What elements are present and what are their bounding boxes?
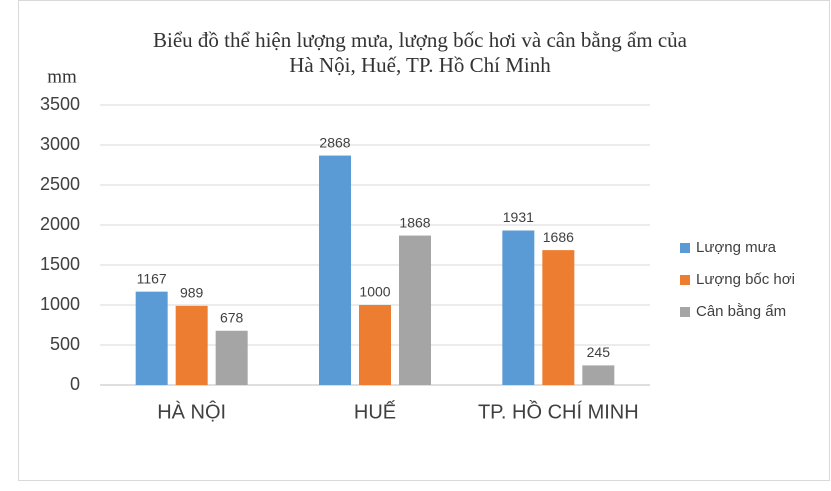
y-axis-label: mm [47, 66, 77, 87]
bar [215, 330, 248, 385]
legend-label: Cân bằng ẩm [696, 303, 786, 320]
data-label: 989 [180, 285, 204, 301]
x-tick-label: HÀ NỘI [157, 400, 226, 423]
y-tick-label: 1500 [40, 254, 80, 274]
bar [502, 230, 535, 385]
legend-label: Lượng mưa [696, 239, 777, 256]
y-tick-label: 500 [50, 334, 80, 354]
legend-swatch [680, 243, 690, 253]
chart-title: Hà Nội, Huế, TP. Hồ Chí Minh [289, 53, 551, 77]
chart-title: Biểu đồ thể hiện lượng mưa, lượng bốc hơ… [153, 28, 688, 52]
data-label: 1167 [137, 270, 167, 286]
y-tick-label: 2000 [40, 214, 80, 234]
y-tick-label: 3000 [40, 134, 80, 154]
bar [582, 365, 615, 385]
data-label: 2868 [319, 134, 350, 150]
bar [135, 291, 168, 385]
legend-swatch [680, 307, 690, 317]
y-tick-label: 1000 [40, 294, 80, 314]
x-tick-label: TP. HỒ CHÍ MINH [478, 399, 639, 423]
data-label: 245 [587, 344, 611, 360]
data-label: 1686 [543, 229, 574, 245]
bar [319, 155, 351, 385]
legend-swatch [680, 275, 690, 285]
bar [399, 235, 431, 385]
bar [359, 305, 391, 385]
data-label: 1931 [503, 209, 534, 225]
bar [175, 305, 208, 385]
bar [542, 250, 575, 385]
legend-label: Lượng bốc hơi [696, 271, 795, 288]
data-label: 1868 [399, 214, 430, 230]
y-tick-label: 3500 [40, 94, 80, 114]
data-label: 1000 [359, 284, 390, 300]
x-tick-label: HUẾ [354, 400, 396, 423]
y-tick-label: 0 [70, 374, 80, 394]
y-tick-label: 2500 [40, 174, 80, 194]
data-label: 678 [220, 309, 244, 325]
